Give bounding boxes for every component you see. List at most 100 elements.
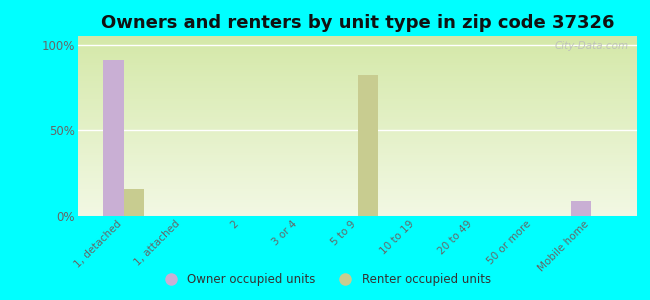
Bar (78, 56, 637, 58)
Bar (78, 203, 637, 205)
Bar (78, 130, 637, 131)
Bar (78, 135, 637, 137)
Bar (78, 146, 637, 148)
Bar (78, 124, 637, 126)
Bar (78, 214, 637, 216)
Bar (78, 189, 637, 191)
Bar (78, 164, 637, 166)
Bar (78, 191, 637, 193)
Bar (78, 70, 637, 72)
Bar (78, 196, 637, 198)
Bar (78, 153, 637, 155)
Bar (78, 112, 637, 113)
Bar (78, 36, 637, 38)
Bar (78, 113, 637, 115)
Bar (78, 94, 637, 95)
Bar (78, 176, 637, 178)
Bar (78, 173, 637, 175)
Text: City-Data.com: City-Data.com (554, 41, 629, 51)
Bar (78, 119, 637, 121)
Bar (78, 49, 637, 50)
Bar (78, 126, 637, 128)
Bar (78, 92, 637, 94)
Bar (78, 149, 637, 151)
Bar (571, 201, 591, 216)
Bar (78, 103, 637, 104)
Bar (78, 58, 637, 59)
Bar (78, 74, 637, 76)
Bar (78, 194, 637, 196)
Bar (78, 160, 637, 162)
Bar (78, 40, 637, 41)
Bar (78, 110, 637, 112)
Bar (78, 157, 637, 158)
Bar (78, 162, 637, 164)
Bar (78, 104, 637, 106)
Bar (78, 144, 637, 146)
Bar (358, 75, 378, 216)
Bar (78, 61, 637, 63)
Bar (78, 185, 637, 187)
Bar (78, 131, 637, 133)
Title: Owners and renters by unit type in zip code 37326: Owners and renters by unit type in zip c… (101, 14, 614, 32)
Bar (78, 43, 637, 45)
Bar (78, 178, 637, 180)
Bar (78, 155, 637, 157)
Bar (78, 106, 637, 108)
Bar (78, 148, 637, 149)
Bar (78, 117, 637, 119)
Bar (78, 171, 637, 173)
Bar (78, 211, 637, 212)
Bar (78, 83, 637, 85)
Bar (78, 41, 637, 43)
Bar (78, 158, 637, 160)
Bar (78, 68, 637, 70)
Bar (78, 202, 637, 203)
Bar (78, 38, 637, 40)
Bar (78, 166, 637, 167)
Bar (124, 189, 144, 216)
Bar (78, 175, 637, 176)
Bar (78, 205, 637, 207)
Bar (78, 85, 637, 86)
Bar (78, 198, 637, 200)
Bar (78, 128, 637, 130)
Bar (78, 209, 637, 211)
Bar (78, 122, 637, 124)
Bar (103, 60, 124, 216)
Bar (78, 67, 637, 68)
Bar (78, 137, 637, 139)
Bar (78, 95, 637, 97)
Legend: Owner occupied units, Renter occupied units: Owner occupied units, Renter occupied un… (154, 269, 496, 291)
Bar (78, 77, 637, 79)
Bar (78, 180, 637, 182)
Bar (78, 200, 637, 202)
Bar (78, 151, 637, 153)
Bar (78, 50, 637, 52)
Bar (78, 72, 637, 74)
Bar (78, 169, 637, 171)
Bar (78, 86, 637, 88)
Bar (78, 115, 637, 117)
Bar (78, 81, 637, 83)
Bar (78, 54, 637, 56)
Bar (78, 79, 637, 81)
Bar (78, 193, 637, 194)
Bar (78, 182, 637, 184)
Bar (78, 101, 637, 103)
Bar (78, 133, 637, 135)
Bar (78, 142, 637, 144)
Bar (78, 65, 637, 67)
Bar (78, 187, 637, 189)
Bar (78, 184, 637, 185)
Bar (78, 52, 637, 54)
Bar (78, 59, 637, 61)
Bar (78, 212, 637, 214)
Bar (78, 140, 637, 142)
Bar (78, 97, 637, 99)
Bar (78, 90, 637, 92)
Bar (78, 207, 637, 209)
Bar (78, 99, 637, 101)
Bar (78, 76, 637, 77)
Bar (78, 167, 637, 169)
